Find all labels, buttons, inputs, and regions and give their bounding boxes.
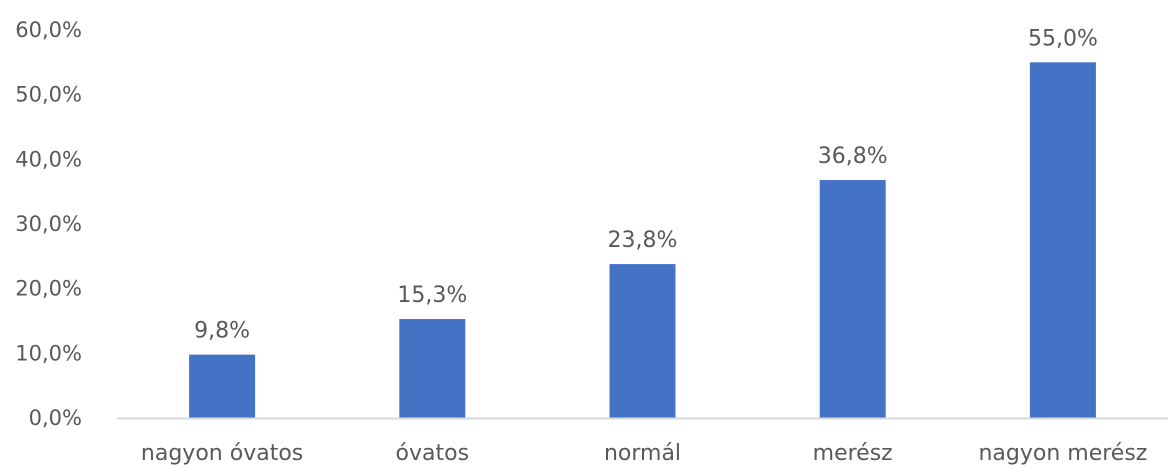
bar: [1029, 62, 1096, 418]
x-axis: nagyon óvatos óvatos normál merész nagyon me…: [141, 441, 1147, 466]
data-label: 9,8%: [194, 319, 250, 344]
data-label: 36,8%: [818, 144, 888, 169]
x-category-label: nagyon merész: [978, 441, 1147, 466]
bar: [189, 354, 256, 418]
bar: [399, 319, 466, 418]
x-category-label: óvatos: [396, 441, 470, 466]
data-label: 15,3%: [397, 283, 467, 308]
bar: [609, 264, 676, 418]
y-axis: 0,0% 10,0% 20,0% 30,0% 40,0% 50,0% 60,0%: [15, 18, 82, 430]
x-category-label: normál: [604, 441, 681, 466]
bar-series: [189, 62, 1096, 418]
y-tick-label: 60,0%: [15, 18, 82, 42]
y-tick-label: 10,0%: [15, 341, 82, 365]
y-tick-label: 20,0%: [15, 277, 82, 301]
x-category-label: nagyon óvatos: [141, 441, 303, 466]
data-label: 23,8%: [608, 228, 678, 253]
x-category-label: merész: [813, 441, 893, 466]
y-tick-label: 30,0%: [15, 212, 82, 236]
y-tick-label: 0,0%: [29, 406, 82, 430]
bar: [819, 180, 886, 418]
y-tick-label: 40,0%: [15, 147, 82, 171]
data-labels: 9,8% 15,3% 23,8% 36,8% 55,0%: [194, 26, 1098, 343]
data-label: 55,0%: [1028, 26, 1098, 51]
y-tick-label: 50,0%: [15, 83, 82, 107]
